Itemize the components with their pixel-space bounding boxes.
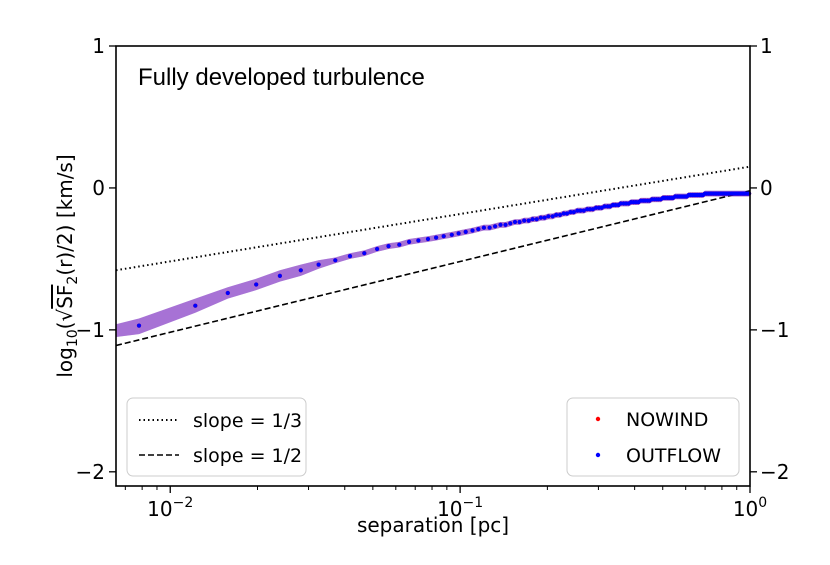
point-outflow <box>564 211 570 216</box>
x-tick-label: 10−1 <box>437 495 483 521</box>
point-outflow <box>561 211 566 216</box>
y-tick-label: −1 <box>76 318 105 342</box>
point-outflow <box>575 208 580 213</box>
confidence-bands <box>116 190 750 337</box>
point-outflow <box>618 201 623 206</box>
right-y-tick-label: 1 <box>760 34 773 58</box>
point-outflow <box>538 215 543 220</box>
point-outflow <box>476 227 481 232</box>
point-outflow <box>375 246 380 252</box>
point-outflow <box>546 214 551 219</box>
reference-line-dashed <box>115 189 751 347</box>
point-outflow <box>522 218 527 223</box>
point-outflow <box>434 235 439 240</box>
point-outflow <box>587 207 593 212</box>
legend-label-outflow: OUTFLOW <box>626 445 721 467</box>
legend-nowind-marker <box>595 416 601 422</box>
point-outflow <box>503 222 508 227</box>
y-axis-ticks: 1 0 −1 −2 <box>76 34 116 484</box>
point-outflow <box>449 232 454 237</box>
point-outflow <box>534 217 539 222</box>
point-outflow <box>602 204 607 209</box>
point-outflow <box>416 238 421 243</box>
y-label-unit: [km/s] <box>53 154 77 224</box>
y-tick-label: 0 <box>92 176 105 200</box>
point-outflow <box>362 251 367 256</box>
point-outflow <box>517 219 522 225</box>
x-axis-label: separation [pc] <box>357 513 509 537</box>
point-outflow <box>456 231 461 236</box>
point-outflow <box>470 228 475 233</box>
y-label-close-paren: ) <box>53 225 77 233</box>
point-outflow <box>613 202 618 208</box>
point-outflow <box>441 234 446 239</box>
point-outflow <box>254 282 259 287</box>
y-label-log: log <box>53 347 77 378</box>
point-outflow <box>481 225 486 230</box>
point-outflow <box>581 208 586 213</box>
point-outflow <box>542 215 547 220</box>
svg-text:log10(√SF2(r)/2) [km/s]: log10(√SF2(r)/2) [km/s] <box>53 154 81 377</box>
band-edge-outflow <box>116 318 139 337</box>
point-outflow <box>508 221 513 226</box>
y-label-inner: (r)/2 <box>53 232 77 275</box>
legend-reference-lines: slope = 1/3 slope = 1/2 <box>126 397 307 477</box>
point-outflow <box>386 244 391 249</box>
right-y-tick-label: 0 <box>760 176 773 200</box>
point-outflow <box>578 208 583 213</box>
y-label-sub10: 10 <box>65 329 81 347</box>
right-y-axis-ticks: 1 0 −1 −2 <box>750 34 789 484</box>
legend-outflow-marker <box>595 452 601 458</box>
point-outflow <box>425 236 431 242</box>
point-outflow <box>512 219 518 225</box>
legend-label-slope-1-3: slope = 1/3 <box>193 410 302 432</box>
point-outflow <box>316 262 321 267</box>
point-outflow <box>493 224 498 229</box>
point-outflow <box>568 210 573 215</box>
right-y-tick-label: −2 <box>760 460 789 484</box>
point-outflow <box>298 268 303 273</box>
point-outflow <box>347 254 353 259</box>
point-outflow <box>530 217 535 222</box>
point-outflow <box>526 218 531 223</box>
point-outflow <box>557 212 563 217</box>
legend-label-nowind: NOWIND <box>626 409 708 431</box>
x-tick-label: 100 <box>733 495 767 521</box>
x-axis-ticks: 10−2 10−1 100 <box>124 486 767 521</box>
point-outflow <box>487 225 492 230</box>
point-outflow <box>571 210 576 215</box>
y-tick-label: −2 <box>76 460 105 484</box>
point-outflow <box>550 214 555 219</box>
point-outflow <box>193 303 198 308</box>
right-y-tick-label: −1 <box>760 318 789 342</box>
y-tick-label: 1 <box>92 34 105 58</box>
legend-box-right <box>566 397 740 477</box>
point-outflow <box>554 212 559 217</box>
reference-lines <box>115 165 751 347</box>
point-outflow <box>498 222 503 227</box>
legend-series: NOWIND OUTFLOW <box>566 397 740 477</box>
y-label-open-paren: ( <box>53 322 77 330</box>
legend-label-slope-1-2: slope = 1/2 <box>193 445 302 467</box>
plot-annotation: Fully developed turbulence <box>138 64 425 91</box>
legend-box-left <box>126 397 307 477</box>
point-outflow <box>277 273 282 278</box>
point-outflow <box>593 205 599 210</box>
point-outflow <box>333 258 338 263</box>
point-outflow <box>397 242 402 247</box>
data-points <box>136 191 752 328</box>
y-axis-label: log10(√SF2(r)/2) [km/s] <box>53 154 81 377</box>
plot-border <box>115 45 751 487</box>
x-tick-label: 10−2 <box>147 495 193 521</box>
y-label-sqrt: √ <box>53 309 77 322</box>
point-outflow <box>407 239 412 244</box>
point-outflow <box>136 323 142 328</box>
y-label-sf: SF <box>53 285 77 309</box>
point-outflow <box>463 229 468 234</box>
point-outflow <box>225 290 230 296</box>
y-label-sub2: 2 <box>65 276 81 285</box>
